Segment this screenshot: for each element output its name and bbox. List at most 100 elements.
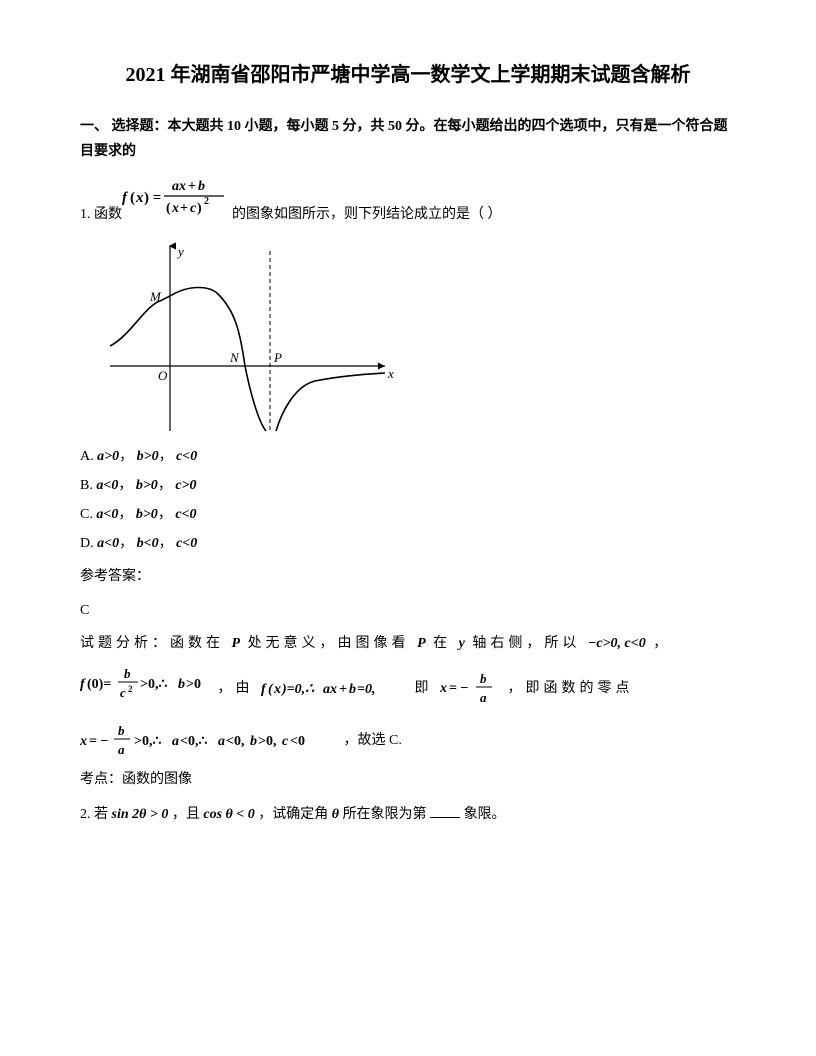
svg-text:f: f (80, 677, 86, 692)
svg-text:x: x (80, 734, 87, 749)
svg-text:<0,∴: <0,∴ (180, 734, 207, 749)
sep: ， (158, 507, 172, 522)
svg-text:): ) (197, 201, 202, 216)
svg-text:>0,∴: >0,∴ (140, 677, 167, 692)
svg-text:b: b (118, 723, 125, 738)
q1-analysis-line2: f (0)= b c 2 >0,∴ b >0 ，由 f ( x )=0,∴ ax… (80, 664, 736, 713)
answer-label: 参考答案： (80, 564, 736, 589)
svg-text:2: 2 (128, 684, 133, 694)
q1-answer: C (80, 598, 736, 623)
formula-fx-def: f ( x ) = ax + b ( x + c ) 2 (122, 176, 232, 227)
svg-text:= −: = − (449, 681, 468, 696)
sep: ， (119, 449, 133, 464)
svg-text:N: N (229, 350, 240, 365)
svg-text:x: x (273, 682, 281, 697)
formula-x-ineq: x = − b a >0,∴ a <0,∴ a <0, b >0, c <0 (80, 721, 340, 761)
analysis-text: 处无意义，由图像看 (248, 636, 418, 651)
q2-prefix: 2. 若 (80, 807, 112, 822)
svg-text:+: + (339, 682, 347, 697)
opt-d-3: c<0 (176, 536, 197, 551)
sep: ， (119, 536, 133, 551)
sep: ， (158, 478, 172, 493)
sep: ， (118, 507, 132, 522)
svg-text:x: x (171, 201, 179, 216)
opt-b-1: a<0 (96, 478, 118, 493)
opt-d-1: a<0 (97, 536, 119, 551)
svg-text:+: + (180, 201, 188, 216)
svg-text:a: a (118, 742, 125, 757)
opt-a-label: A. (80, 449, 97, 464)
svg-text:f: f (261, 682, 267, 697)
opt-a-1: a>0 (97, 449, 119, 464)
opt-c-label: C. (80, 507, 96, 522)
question-2: 2. 若 sin 2θ > 0 ，且 cos θ < 0 ，试确定角 θ 所在象… (80, 802, 736, 827)
opt-d-2: b<0 (137, 536, 159, 551)
analysis-end: ，故选 C. (344, 733, 402, 748)
formula-sin2theta: sin 2θ > 0 (112, 807, 169, 822)
svg-text:ax: ax (172, 179, 186, 194)
svg-text:b: b (349, 682, 356, 697)
y-var: y (459, 636, 465, 651)
opt-c-2: b>0 (136, 507, 158, 522)
opt-c-3: c<0 (175, 507, 196, 522)
analysis-text: 轴右侧，所以 (472, 636, 588, 651)
formula-f0: f (0)= b c 2 >0,∴ b >0 (80, 664, 210, 713)
opt-d-label: D. (80, 536, 97, 551)
formula-x-eq: x = − b a (440, 670, 500, 706)
analysis-text: ，即函数的零点 (508, 681, 634, 696)
svg-text:P: P (273, 350, 282, 365)
sep: ， (118, 478, 132, 493)
svg-text:b: b (480, 671, 487, 686)
opt-b-2: b>0 (136, 478, 158, 493)
question-1: 1. 函数 f ( x ) = ax + b ( x + c ) 2 的图象如图… (80, 176, 736, 227)
formula-costheta: cos θ < 0 (203, 807, 254, 822)
svg-text:c: c (120, 685, 126, 700)
svg-text:b: b (178, 677, 185, 692)
svg-text:ax: ax (323, 682, 337, 697)
q1-option-d: D. a<0， b<0， c<0 (80, 531, 736, 556)
svg-text:a: a (172, 734, 179, 749)
svg-text:>0: >0 (186, 677, 201, 692)
fill-blank[interactable] (430, 803, 460, 818)
q1-suffix: 的图象如图所示，则下列结论成立的是（ ） (232, 202, 502, 227)
svg-text:<0,: <0, (226, 734, 244, 749)
opt-b-3: c>0 (175, 478, 196, 493)
q1-option-a: A. a>0， b>0， c<0 (80, 444, 736, 469)
q2-text: ，试确定角 (258, 807, 332, 822)
q1-kaodian: 考点：函数的图像 (80, 767, 736, 792)
p-var: P (232, 636, 241, 651)
svg-text:+: + (188, 179, 196, 194)
analysis-text: 即 (415, 681, 441, 696)
function-graph: y x O M N P (100, 236, 400, 436)
svg-text:x: x (440, 681, 447, 696)
opt-a-2: b>0 (137, 449, 159, 464)
svg-text:b: b (198, 179, 205, 194)
q1-analysis-line3: x = − b a >0,∴ a <0,∴ a <0, b >0, c <0 ，… (80, 721, 736, 761)
svg-text:c: c (282, 734, 289, 749)
sep: ， (159, 449, 173, 464)
svg-text:x: x (387, 366, 394, 381)
q1-prefix: 1. 函数 (80, 202, 122, 227)
svg-text:(0)=: (0)= (87, 677, 111, 692)
svg-text:a: a (218, 734, 225, 749)
q2-text: 所在象限为第 (343, 807, 427, 822)
opt-b-label: B. (80, 478, 96, 493)
svg-text:= −: = − (89, 734, 108, 749)
svg-text:>0,∴: >0,∴ (134, 734, 161, 749)
q2-text: ，且 (172, 807, 204, 822)
p-var: P (417, 636, 426, 651)
formula-fx0: f ( x )=0,∴ ax + b =0, (261, 681, 415, 696)
svg-text:b: b (124, 666, 131, 681)
svg-text:a: a (480, 690, 487, 705)
analysis-text: 在 (433, 636, 459, 651)
svg-text:(: ( (130, 190, 135, 206)
svg-text:>0,: >0, (258, 734, 276, 749)
svg-text:c: c (190, 201, 197, 216)
q1-analysis: 试题分析：函数在 P 处无意义，由图像看 P 在 y 轴右侧，所以 −c>0, … (80, 631, 736, 656)
svg-text:=0,: =0, (357, 682, 375, 697)
svg-text:x: x (135, 190, 144, 206)
formula-negc: −c>0, c<0 (588, 636, 646, 651)
svg-text:M: M (149, 289, 162, 304)
svg-text:O: O (158, 368, 168, 383)
svg-text:y: y (176, 244, 184, 259)
